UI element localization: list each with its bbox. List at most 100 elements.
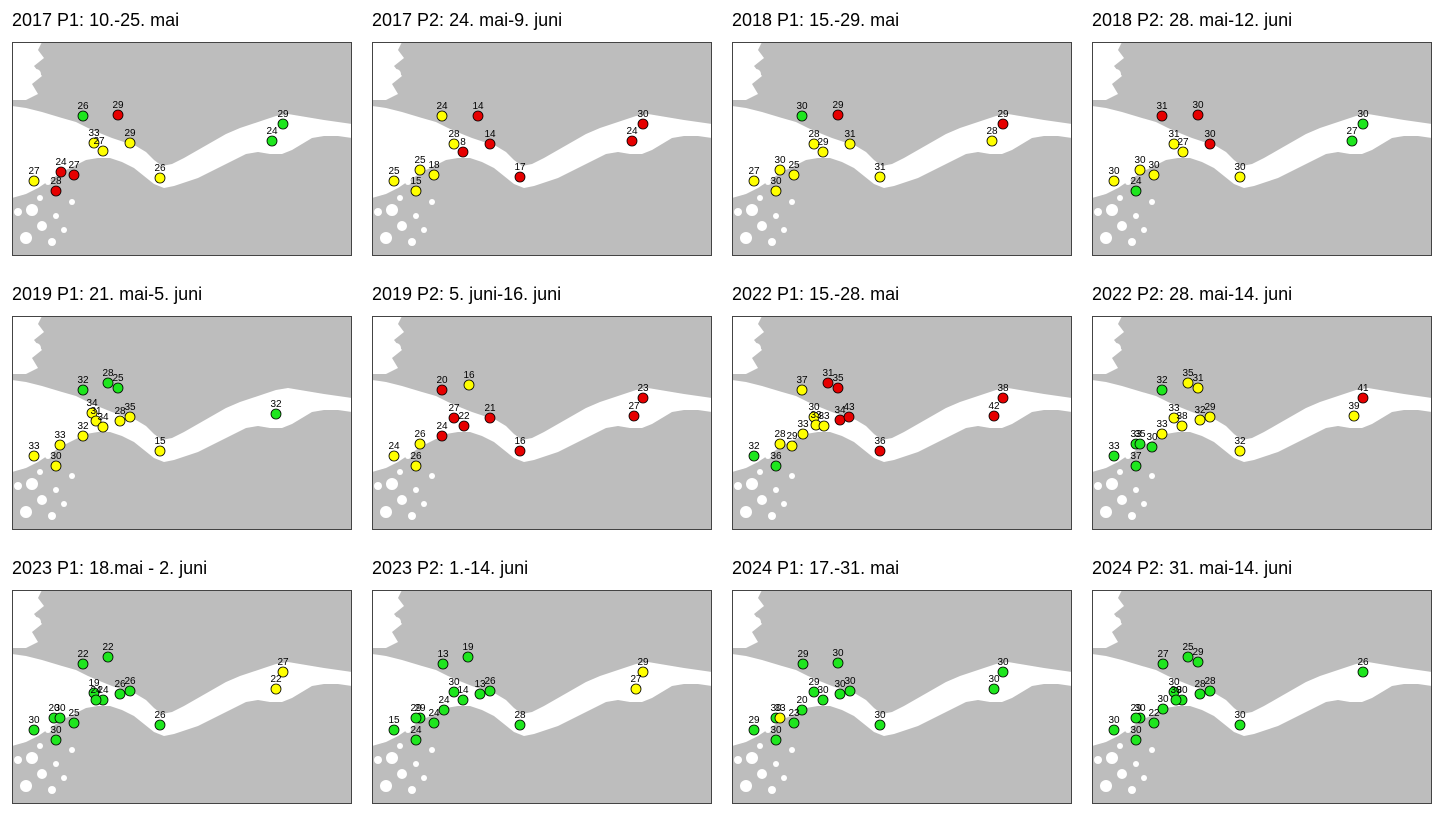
site-marker <box>88 137 100 149</box>
site-label: 33 <box>54 430 66 441</box>
site-marker <box>414 164 426 176</box>
water-channel <box>739 737 745 743</box>
map-frame <box>1092 42 1432 256</box>
site-label: 28 <box>50 176 62 187</box>
water-channel <box>768 238 776 246</box>
water-channel <box>1133 761 1139 767</box>
site-marker <box>817 146 829 158</box>
site-marker <box>637 666 649 678</box>
site-label: 29 <box>277 109 289 120</box>
water-channel <box>757 221 767 231</box>
water-channel <box>746 478 758 490</box>
site-marker <box>97 145 109 157</box>
site-marker <box>514 445 526 457</box>
water-channel <box>745 677 755 687</box>
water-channel <box>1097 45 1111 59</box>
site-label: 33 <box>88 128 100 139</box>
water-channel <box>17 147 27 157</box>
water-channel <box>734 208 742 216</box>
site-label: 26 <box>124 676 136 687</box>
panel-title: 2017 P2: 24. mai-9. juni <box>372 10 563 30</box>
water-channel <box>781 501 787 507</box>
water-channel <box>737 443 743 449</box>
water-channel <box>1117 221 1127 231</box>
site-label: 26 <box>114 679 126 690</box>
site-marker <box>874 171 886 183</box>
water-channel <box>737 695 747 705</box>
site-marker <box>774 712 786 724</box>
site-marker <box>796 110 808 122</box>
site-marker <box>54 712 66 724</box>
water-channel <box>12 114 24 126</box>
site-marker <box>112 382 124 394</box>
water-channel <box>1097 169 1103 175</box>
water-channel <box>1117 495 1127 505</box>
site-marker <box>77 384 89 396</box>
site-label: 30 <box>997 657 1009 668</box>
site-label: 29 <box>1204 402 1216 413</box>
water-channel <box>386 204 398 216</box>
water-channel <box>744 86 752 94</box>
site-label: 29 <box>808 677 820 688</box>
water-channel <box>405 453 411 459</box>
site-label: 33 <box>1156 419 1168 430</box>
map-panel: 2022 P2: 28. mai-14. juni 32 35 31 33 38 32 29 3… <box>1092 284 1432 530</box>
water-channel <box>746 752 758 764</box>
water-channel <box>1149 199 1155 205</box>
site-label: 29 <box>1130 703 1142 714</box>
site-marker <box>474 688 486 700</box>
site-label: 33 <box>28 441 40 452</box>
water-channel <box>1094 756 1102 764</box>
water-channel <box>17 443 23 449</box>
site-label: 24 <box>436 101 448 112</box>
site-marker <box>50 185 62 197</box>
fjord-water <box>1092 106 1432 198</box>
water-channel <box>37 495 47 505</box>
site-label: 33 <box>797 419 809 430</box>
water-channel <box>413 761 419 767</box>
water-channel <box>1097 593 1111 607</box>
site-label: 28 <box>808 129 820 140</box>
water-channel <box>737 593 751 607</box>
water-channel <box>752 706 760 714</box>
water-channel <box>1097 717 1103 723</box>
site-label: 14 <box>457 685 469 696</box>
site-marker <box>428 717 440 729</box>
water-channel <box>380 506 392 518</box>
site-label: 24 <box>388 441 400 452</box>
site-marker <box>484 412 496 424</box>
water-channel <box>751 69 761 79</box>
water-channel <box>48 786 56 794</box>
panel-title: 2018 P2: 28. mai-12. juni <box>1092 10 1293 30</box>
site-label: 37 <box>1130 451 1142 462</box>
site-marker <box>1357 118 1369 130</box>
site-label: 22 <box>102 642 114 653</box>
water-channel <box>37 743 43 749</box>
water-channel <box>758 686 766 694</box>
site-marker <box>1130 712 1142 724</box>
water-channel <box>20 232 32 244</box>
map-frame <box>372 316 712 530</box>
water-channel <box>1125 727 1131 733</box>
water-channel <box>1099 737 1105 743</box>
water-channel <box>372 114 384 126</box>
site-label: 30 <box>874 710 886 721</box>
water-channel <box>1112 158 1120 166</box>
panel-title: 2022 P2: 28. mai-14. juni <box>1092 284 1293 304</box>
site-label: 27 <box>748 166 760 177</box>
site-marker <box>844 685 856 697</box>
water-channel <box>405 179 411 185</box>
site-label: 30 <box>770 725 782 736</box>
site-marker <box>266 135 278 147</box>
site-label: 24 <box>428 708 440 719</box>
water-channel <box>737 421 747 431</box>
site-marker <box>1176 420 1188 432</box>
site-label: 20 <box>796 695 808 706</box>
site-label: 32 <box>77 421 89 432</box>
site-marker <box>1182 651 1194 663</box>
water-channel <box>408 238 416 246</box>
site-label: 35 <box>832 373 844 384</box>
site-label: 30 <box>1357 109 1369 120</box>
